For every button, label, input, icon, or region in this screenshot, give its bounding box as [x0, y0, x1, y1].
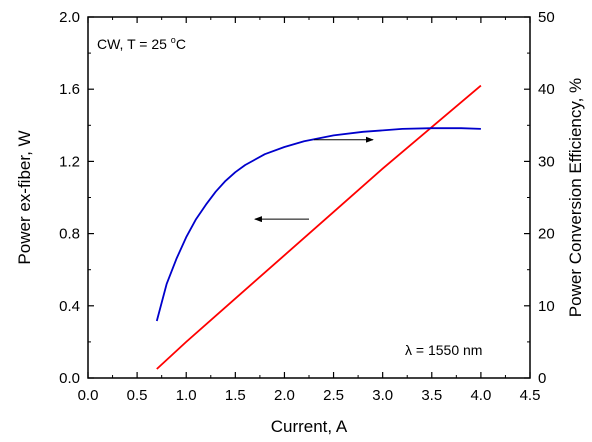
x-axis-title: Current, A	[271, 417, 348, 436]
degree-symbol: o	[171, 35, 176, 45]
x-tick-label: 4.0	[470, 387, 491, 404]
x-tick-label: 1.0	[176, 387, 197, 404]
right-y-tick-label: 0	[538, 370, 546, 387]
left-y-tick-label: 0.8	[59, 226, 80, 243]
x-tick-label: 4.5	[520, 387, 541, 404]
wavelength-annotation: λ = 1550 nm	[405, 342, 482, 358]
x-tick-label: 3.0	[372, 387, 393, 404]
condition-annotation: CW, T = 25 oC	[97, 35, 186, 52]
left-y-axis-ticks: 0.0 0.4 0.8 1.2 1.6 2.0	[59, 9, 94, 387]
x-tick-label: 1.5	[225, 387, 246, 404]
right-y-tick-label: 40	[538, 81, 555, 98]
right-y-axis-ticks: 0 10 20 30 40 50	[524, 9, 555, 387]
left-y-tick-label: 1.6	[59, 81, 80, 98]
series-layer	[155, 84, 482, 370]
left-y-tick-label: 1.2	[59, 153, 80, 170]
condition-prefix: CW, T = 25	[97, 36, 171, 52]
right-y-tick-label: 50	[538, 9, 555, 26]
wavelength-value: = 1550 nm	[412, 342, 482, 358]
condition-unit: C	[176, 36, 186, 52]
left-y-tick-label: 0.0	[59, 370, 80, 387]
x-tick-label: 0.0	[78, 387, 99, 404]
plot-frame	[87, 16, 531, 379]
right-y-axis-title: Power Conversion Efficiency, %	[566, 78, 585, 317]
x-tick-label: 2.5	[323, 387, 344, 404]
efficiency-series-line	[155, 127, 481, 322]
x-tick-label: 3.5	[421, 387, 442, 404]
arrow-layer	[253, 136, 374, 223]
right-y-tick-label: 10	[538, 298, 555, 315]
right-y-tick-label: 20	[538, 226, 555, 243]
x-tick-label: 2.0	[274, 387, 295, 404]
x-tick-label: 0.5	[127, 387, 148, 404]
lambda-symbol: λ	[405, 342, 412, 358]
left-y-axis-title: Power ex-fiber, W	[15, 130, 34, 264]
power-series-line	[156, 84, 482, 370]
x-axis-ticks: 0.0 0.5 1.0 1.5 2.0 2.5 3.0 3.5 4.0 4.5	[78, 17, 541, 404]
left-y-tick-label: 2.0	[59, 9, 80, 26]
right-y-tick-label: 30	[538, 153, 555, 170]
left-y-tick-label: 0.4	[59, 298, 80, 315]
